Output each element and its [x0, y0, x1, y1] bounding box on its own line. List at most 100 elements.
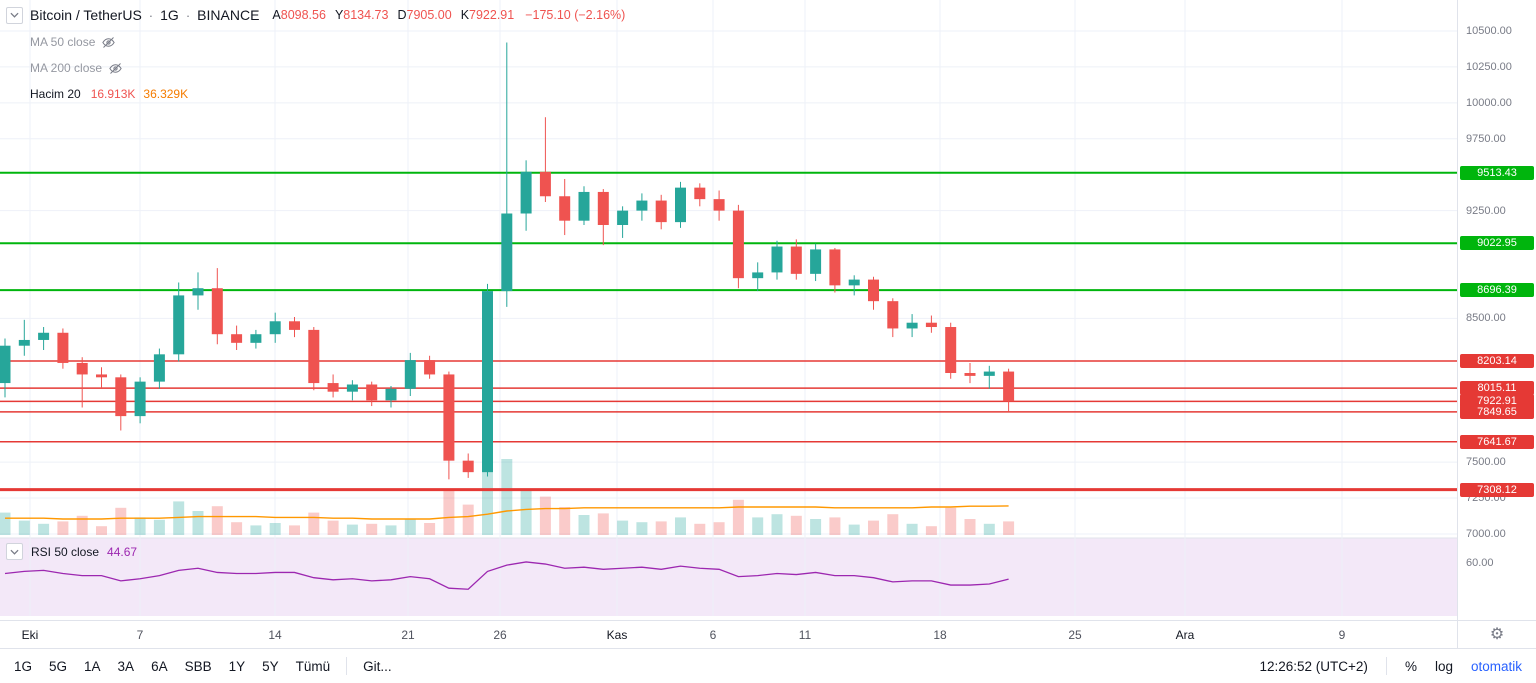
interval-button-1A[interactable]: 1A: [84, 658, 101, 674]
volume-bar: [96, 526, 107, 535]
price-axis-label: 7000.00: [1466, 527, 1506, 540]
candle-body: [231, 334, 243, 343]
volume-bar: [752, 517, 764, 535]
volume-bar: [925, 526, 937, 535]
volume-bar: [462, 504, 474, 535]
interval-button-Tümü[interactable]: Tümü: [295, 658, 331, 674]
rsi-line: [4, 561, 1009, 590]
candle-body: [192, 288, 204, 296]
chart-header: Bitcoin / TetherUS · 1G · BINANCE A8098.…: [6, 5, 625, 103]
volume-bar: [404, 519, 416, 535]
volume-bar: [385, 525, 397, 535]
time-axis[interactable]: Eki 7 14 21 26 Kas 6 11 18 25 Ara 9: [0, 620, 1457, 648]
collapse-main-pane-button[interactable]: [6, 6, 23, 24]
interval-button-5Y[interactable]: 5Y: [262, 658, 279, 674]
visibility-off-icon[interactable]: [108, 61, 123, 76]
time-axis-label: 25: [1068, 628, 1082, 642]
goto-date-button[interactable]: Git...: [363, 658, 392, 674]
candle-body: [346, 384, 358, 392]
indicator-row-rsi[interactable]: RSI 50 close 44.67: [6, 543, 137, 560]
candle-body: [906, 322, 918, 329]
volume-bar: [115, 507, 127, 535]
indicator-row-ma50[interactable]: MA 50 close: [30, 33, 625, 51]
volume-bar: [134, 517, 146, 535]
price-level-label: 7641.67: [1460, 434, 1534, 449]
candle-body: [694, 187, 706, 200]
interval-label[interactable]: 1G: [160, 7, 179, 23]
rsi-label: RSI 50 close: [31, 544, 100, 559]
candle-body: [868, 279, 879, 302]
title-separator: ·: [148, 7, 154, 23]
interval-button-1Y[interactable]: 1Y: [228, 658, 246, 674]
interval-button-5G[interactable]: 5G: [49, 658, 68, 674]
volume-bar: [829, 517, 841, 535]
volume-bar: [18, 520, 30, 535]
price-axis-label: 9250.00: [1466, 204, 1506, 217]
candle-body: [38, 332, 50, 340]
volume-label: Hacim 20: [30, 87, 81, 101]
ma200-label: MA 200 close: [30, 61, 103, 75]
volume-bar: [289, 525, 300, 535]
candle-body: [96, 374, 107, 378]
price-axis-label: 10250.00: [1466, 60, 1512, 73]
interval-button-SBB[interactable]: SBB: [184, 658, 212, 674]
time-axis-label: Ara: [1175, 628, 1195, 642]
symbol-name[interactable]: Bitcoin / TetherUS: [30, 7, 142, 23]
percent-scale-button[interactable]: %: [1404, 658, 1417, 674]
candle-body: [520, 171, 532, 214]
candle-body: [57, 332, 69, 363]
close-value: 7922.91: [469, 8, 515, 22]
price-change: −175.10 (−2.16%): [525, 8, 626, 22]
volume-bar: [559, 507, 571, 535]
candle-body: [732, 210, 744, 279]
volume-bar: [655, 521, 667, 535]
interval-button-1G[interactable]: 1G: [14, 658, 33, 674]
candle-body: [655, 200, 667, 223]
collapse-rsi-pane-button[interactable]: [6, 543, 23, 560]
indicator-row-ma200[interactable]: MA 200 close: [30, 59, 625, 77]
candle-body: [269, 321, 281, 335]
candle-body: [501, 213, 513, 292]
interval-button-6A[interactable]: 6A: [151, 658, 168, 674]
log-scale-button[interactable]: log: [1434, 658, 1453, 674]
close-label: K: [460, 8, 470, 22]
candle-body: [790, 246, 802, 274]
volume-bar: [578, 515, 590, 535]
price-axis[interactable]: 10500.00 10250.00 10000.00 9750.00 9250.00 85…: [1457, 0, 1536, 620]
candle-body: [964, 373, 976, 376]
candle-body: [829, 249, 841, 286]
indicator-row-volume[interactable]: Hacim 20 16.913K 36.329K: [30, 85, 625, 103]
visibility-off-icon[interactable]: [101, 35, 116, 50]
candle-body: [0, 345, 11, 384]
price-level-label: 8015.11: [1460, 381, 1534, 396]
volume-bar: [732, 499, 744, 535]
auto-scale-button[interactable]: otomatik: [1470, 658, 1522, 674]
volume-bar: [211, 506, 223, 535]
toolbar-divider: [1385, 657, 1387, 675]
axis-corner: ⚙: [1457, 620, 1536, 648]
volume-bar: [192, 511, 204, 535]
price-axis-label: 9750.00: [1466, 132, 1506, 145]
candle-body: [366, 384, 378, 401]
candle-body: [636, 200, 648, 211]
high-value: 8134.73: [343, 8, 389, 22]
interval-button-3A[interactable]: 3A: [117, 658, 135, 674]
chart-region[interactable]: Bitcoin / TetherUS · 1G · BINANCE A8098.…: [0, 0, 1457, 620]
candle-body: [752, 272, 764, 279]
candle-body: [289, 321, 300, 330]
volume-bar: [308, 512, 320, 535]
interval-group: 1G 5G 1A 3A 6A SBB 1Y 5Y Tümü: [14, 659, 330, 674]
low-value: 7905.00: [406, 8, 452, 22]
main-chart-canvas[interactable]: [0, 0, 1457, 620]
price-axis-label: 60.00: [1466, 557, 1494, 569]
volume-bar: [983, 523, 995, 535]
price-axis-label: 10000.00: [1466, 96, 1512, 109]
clock-display[interactable]: 12:26:52 (UTC+2): [1259, 658, 1368, 674]
exchange-label[interactable]: BINANCE: [197, 7, 260, 23]
candle-body: [404, 360, 416, 389]
candle-body: [76, 362, 88, 375]
volume-bar: [945, 507, 957, 535]
settings-gear-icon[interactable]: ⚙: [1489, 625, 1505, 643]
price-level-label: 9513.43: [1460, 165, 1534, 180]
